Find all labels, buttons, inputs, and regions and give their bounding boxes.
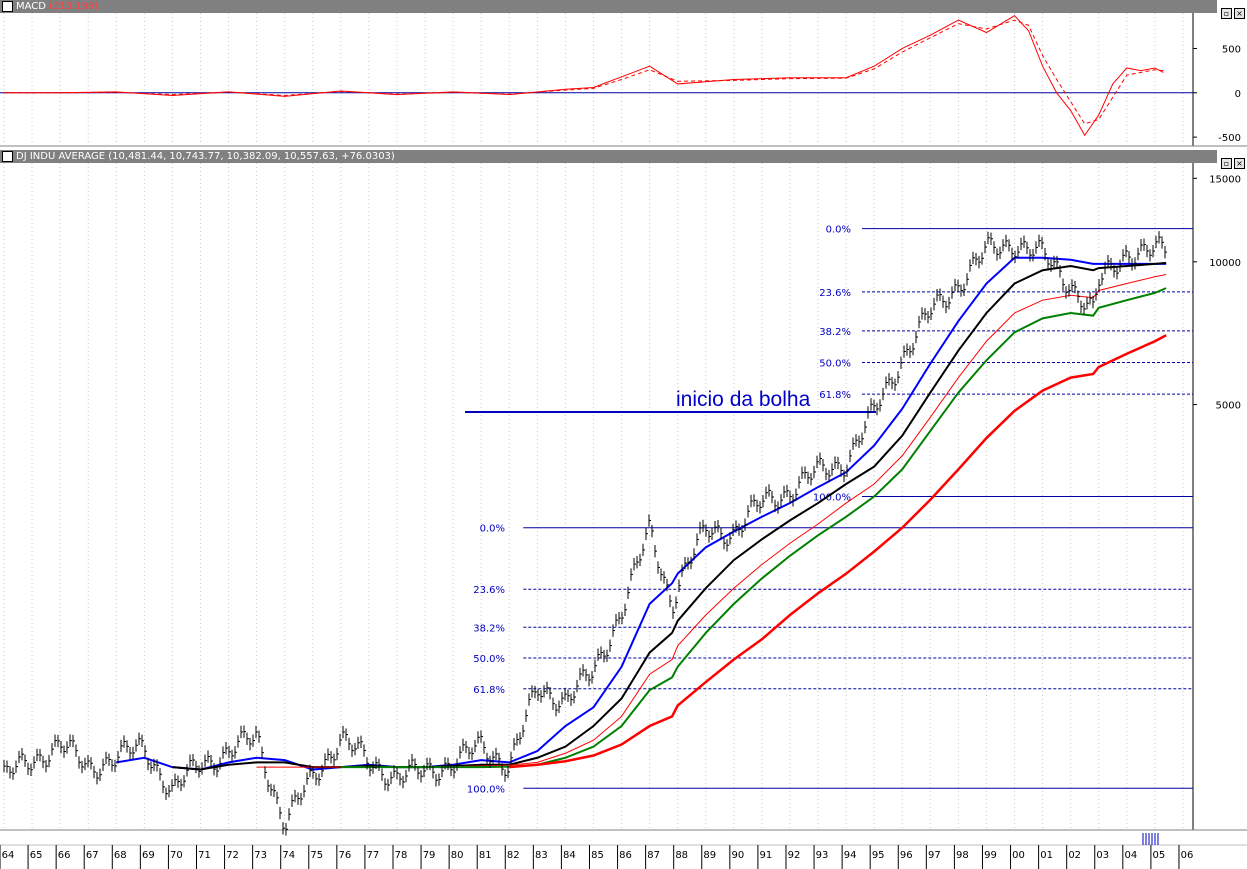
price-values: (10,481.44, 10,743.77, 10,382.09, 10,557… <box>108 151 395 162</box>
fib-lower-level-label: 38.2% <box>473 623 505 634</box>
x-tick-label: 85 <box>591 850 604 861</box>
x-tick-label: 71 <box>198 850 211 861</box>
moving-average-line <box>116 256 1167 771</box>
macd-line <box>4 15 1164 137</box>
x-tick-label: 64 <box>2 850 15 861</box>
x-tick-label: 65 <box>30 850 43 861</box>
x-tick-label: 94 <box>844 850 857 861</box>
x-tick-label: 96 <box>900 850 913 861</box>
x-tick-label: 68 <box>114 850 127 861</box>
x-tick-label: 92 <box>788 850 801 861</box>
x-tick-label: 80 <box>451 850 464 861</box>
price-bars <box>3 231 1167 836</box>
x-tick-label: 88 <box>675 850 688 861</box>
panel-handle-icon[interactable] <box>2 1 13 12</box>
x-tick-label: 86 <box>619 850 632 861</box>
macd-y-tick-label: 0 <box>1235 89 1241 100</box>
macd-window-buttons: ▫ × <box>1219 1 1245 19</box>
x-tick-label: 02 <box>1068 850 1081 861</box>
x-tick-label: 95 <box>872 850 885 861</box>
x-tick-label: 93 <box>816 850 829 861</box>
time-scroll-thumb <box>1142 833 1159 845</box>
moving-average-line <box>509 334 1167 769</box>
price-y-tick-label: 15000 <box>1209 174 1241 185</box>
fib-lower-level-label: 0.0% <box>480 524 505 535</box>
maximize-icon[interactable]: ▫ <box>1221 158 1232 169</box>
x-tick-label: 72 <box>226 850 239 861</box>
macd-y-tick-label: 500 <box>1222 44 1241 55</box>
panel-handle-icon[interactable] <box>2 151 13 162</box>
x-tick-label: 01 <box>1040 850 1053 861</box>
x-tick-label: 66 <box>58 850 71 861</box>
price-window-buttons: ▫ × <box>1219 151 1245 169</box>
x-tick-label: 81 <box>479 850 492 861</box>
fib-upper-level-label: 100.0% <box>813 493 851 504</box>
x-tick-label: 84 <box>563 850 576 861</box>
moving-average-line <box>256 274 1167 768</box>
macd-value: (213.199) <box>49 1 99 12</box>
moving-average-line <box>172 261 1167 771</box>
x-tick-label: 00 <box>1012 850 1025 861</box>
x-tick-label: 91 <box>760 850 773 861</box>
fib-upper-level-label: 50.0% <box>819 359 851 370</box>
fib-lower-level-label: 23.6% <box>473 585 505 596</box>
x-tick-label: 70 <box>170 850 183 861</box>
x-tick-label: 77 <box>367 850 380 861</box>
x-tick-label: 97 <box>928 850 941 861</box>
x-tick-label: 04 <box>1124 850 1137 861</box>
fib-upper-level-label: 0.0% <box>826 225 851 236</box>
x-tick-label: 87 <box>647 850 660 861</box>
price-y-tick-label: 10000 <box>1209 258 1241 269</box>
close-icon[interactable]: × <box>1234 158 1245 169</box>
fib-lower-level-label: 50.0% <box>473 654 505 665</box>
x-tick-label: 99 <box>984 850 997 861</box>
x-tick-label: 69 <box>142 850 155 861</box>
x-tick-label: 89 <box>703 850 716 861</box>
fib-upper-level-label: 61.8% <box>819 390 851 401</box>
macd-panel-header: MACD (213.199) <box>0 0 1217 13</box>
fib-upper-level-label: 38.2% <box>819 327 851 338</box>
x-tick-label: 78 <box>395 850 408 861</box>
macd-y-tick-label: -500 <box>1218 133 1241 144</box>
x-tick-label: 83 <box>535 850 548 861</box>
x-tick-label: 06 <box>1181 850 1194 861</box>
macd-signal-line <box>4 19 1164 125</box>
x-tick-label: 76 <box>338 850 351 861</box>
maximize-icon[interactable]: ▫ <box>1221 8 1232 19</box>
macd-title: MACD <box>16 1 46 12</box>
x-tick-label: 75 <box>310 850 323 861</box>
close-icon[interactable]: × <box>1234 8 1245 19</box>
x-tick-label: 90 <box>731 850 744 861</box>
x-tick-label: 79 <box>423 850 436 861</box>
x-tick-label: 05 <box>1153 850 1166 861</box>
x-tick-label: 98 <box>956 850 969 861</box>
x-tick-label: 82 <box>507 850 520 861</box>
x-tick-label: 74 <box>282 850 295 861</box>
fib-upper-level-label: 23.6% <box>819 288 851 299</box>
fib-lower-level-label: 100.0% <box>467 784 505 795</box>
x-tick-label: 03 <box>1096 850 1109 861</box>
bubble-start-annotation: inicio da bolha <box>676 388 811 411</box>
fib-lower-level-label: 61.8% <box>473 685 505 696</box>
moving-average-line <box>340 287 1167 769</box>
x-tick-label: 67 <box>86 850 99 861</box>
price-y-tick-label: 5000 <box>1216 401 1241 412</box>
price-panel-header: DJ INDU AVERAGE (10,481.44, 10,743.77, 1… <box>0 150 1217 163</box>
x-tick-label: 73 <box>254 850 267 861</box>
price-title: DJ INDU AVERAGE <box>16 151 106 162</box>
